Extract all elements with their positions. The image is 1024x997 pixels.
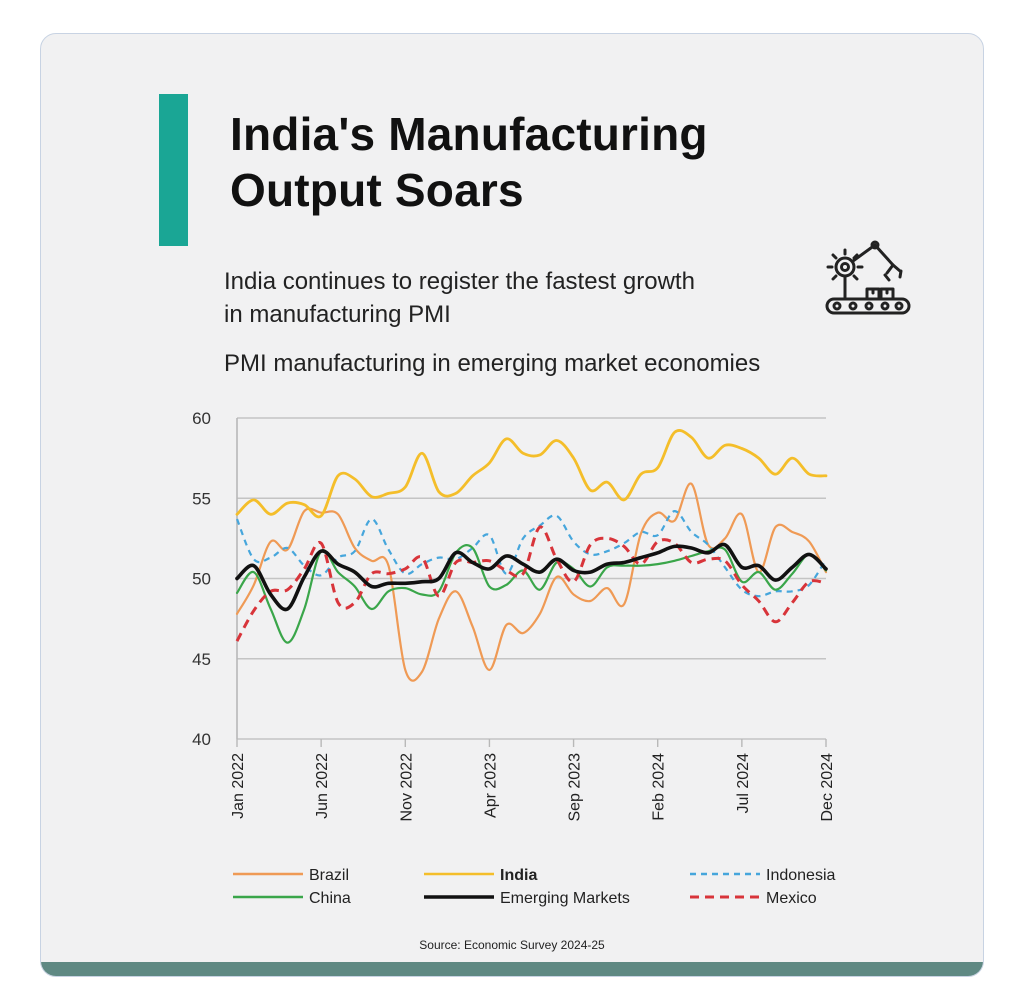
x-tick-label: Sep 2023 bbox=[567, 753, 584, 822]
x-tick-label: Apr 2023 bbox=[482, 753, 499, 818]
x-tick-label: Jun 2022 bbox=[314, 753, 331, 819]
manufacturing-robot-arm-icon bbox=[825, 240, 911, 315]
x-tick-label: Jul 2024 bbox=[735, 753, 752, 814]
series-line-mexico bbox=[235, 525, 827, 642]
title-line-1: India's Manufacturing bbox=[230, 108, 708, 160]
title-line-2: Output Soars bbox=[230, 164, 524, 216]
series-line-emerging-markets bbox=[235, 542, 828, 612]
infographic-card: India's Manufacturing Output Soars India… bbox=[40, 33, 984, 977]
legend-item-mexico: Mexico bbox=[690, 890, 817, 907]
x-tick-label: Feb 2024 bbox=[651, 753, 668, 821]
series-line-india bbox=[235, 429, 828, 519]
chart-caption: PMI manufacturing in emerging market eco… bbox=[224, 350, 761, 377]
pmi-line-chart: 40 45 50 55 60 Jan 2022 Jun 2022 Nov 2022 Apr 20… bbox=[192, 409, 836, 907]
series-line-indonesia bbox=[235, 510, 827, 598]
legend-label: Indonesia bbox=[766, 867, 835, 884]
bottom-band bbox=[41, 962, 983, 976]
x-tick-label: Dec 2024 bbox=[819, 753, 836, 822]
legend-label: Emerging Markets bbox=[500, 890, 630, 907]
x-tick-label: Jan 2022 bbox=[230, 753, 247, 819]
legend-label: China bbox=[309, 890, 351, 907]
legend-label: Mexico bbox=[766, 890, 817, 907]
legend-label: Brazil bbox=[309, 867, 349, 884]
legend-item-brazil: Brazil bbox=[233, 867, 349, 884]
y-tick-label: 50 bbox=[192, 570, 211, 589]
series-line-china bbox=[235, 544, 828, 644]
accent-bar bbox=[159, 94, 188, 246]
legend-item-china: China bbox=[233, 890, 351, 907]
subtitle: India continues to register the fastest … bbox=[224, 265, 824, 331]
legend-label: India bbox=[500, 867, 537, 884]
source-note: Source: Economic Survey 2024-25 bbox=[419, 938, 605, 952]
y-tick-label: 60 bbox=[192, 409, 211, 428]
y-tick-label: 45 bbox=[192, 650, 211, 669]
page-title: India's Manufacturing Output Soars bbox=[230, 106, 708, 218]
legend-item-india: India bbox=[424, 867, 537, 884]
y-tick-label: 55 bbox=[192, 489, 211, 508]
y-tick-label: 40 bbox=[192, 730, 211, 749]
legend-item-indonesia: Indonesia bbox=[690, 867, 835, 884]
legend-item-emerging-markets: Emerging Markets bbox=[424, 890, 630, 907]
x-tick-label: Nov 2022 bbox=[398, 753, 415, 822]
subtitle-line-1: India continues to register the fastest … bbox=[224, 268, 695, 295]
series-line-brazil bbox=[235, 482, 828, 682]
subtitle-line-2: in manufacturing PMI bbox=[224, 301, 451, 328]
